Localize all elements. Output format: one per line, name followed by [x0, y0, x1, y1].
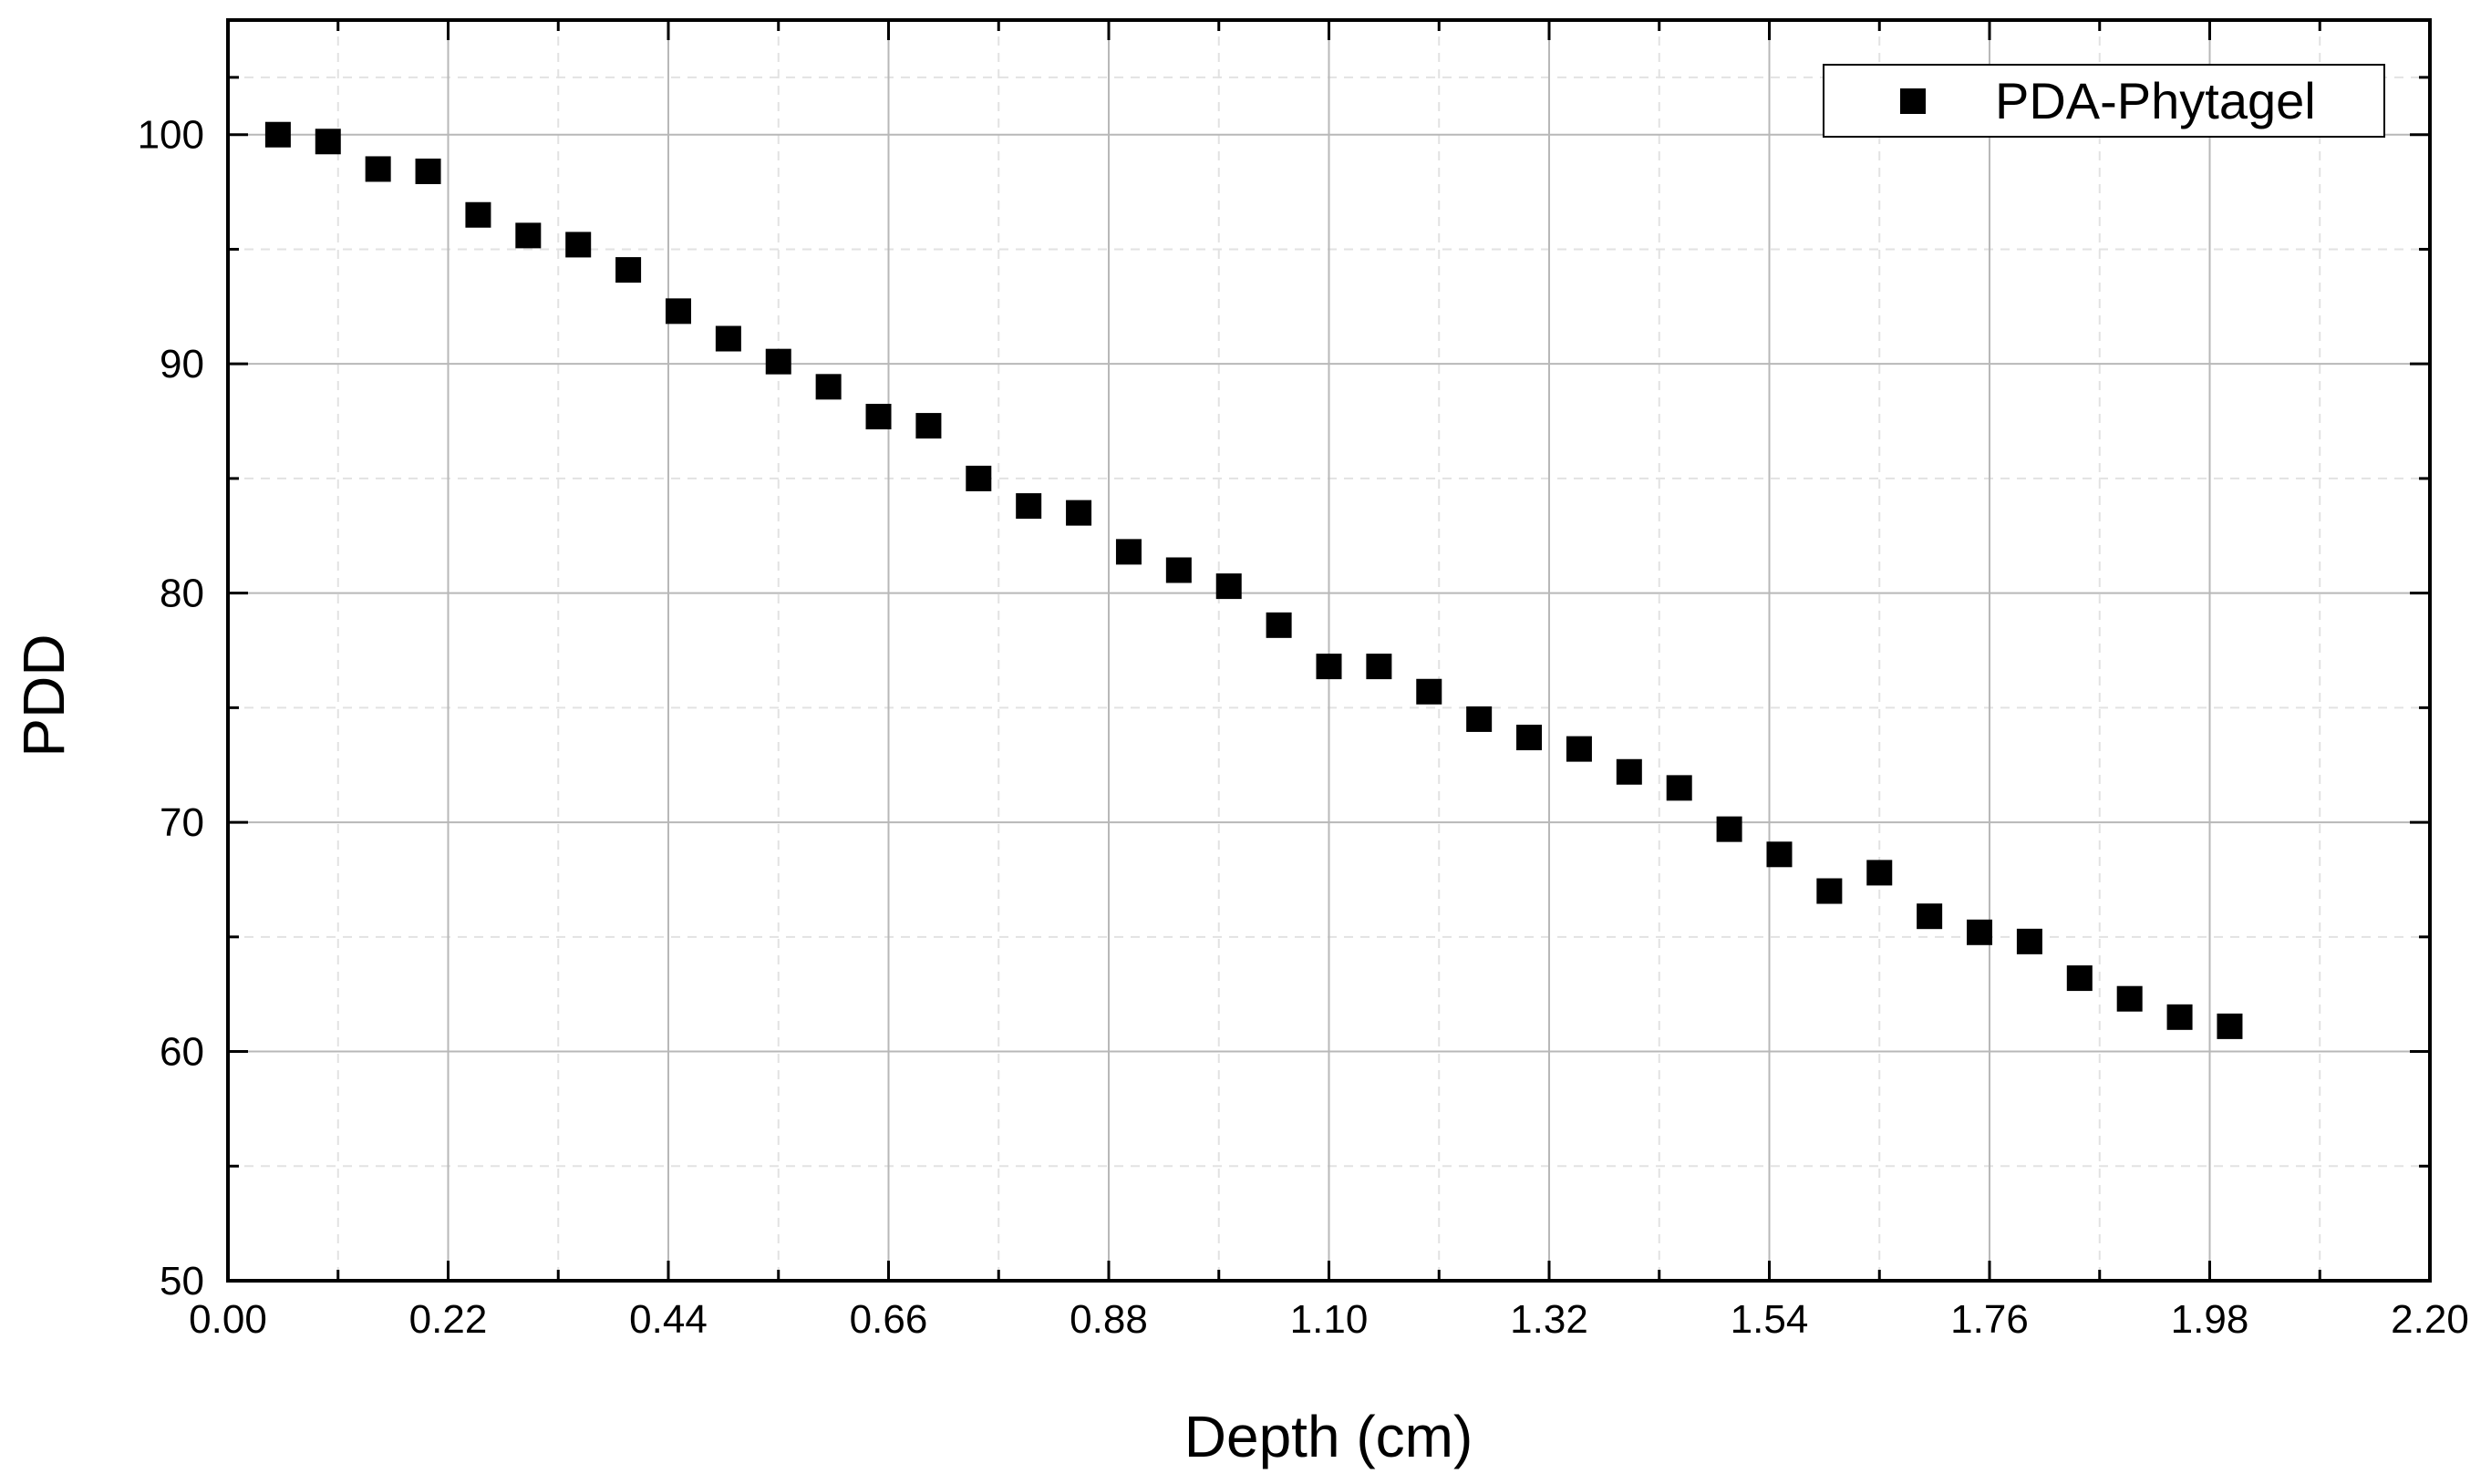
legend-marker — [1900, 88, 1926, 114]
data-point — [1466, 706, 1493, 732]
data-point — [365, 156, 391, 182]
data-point — [1766, 841, 1793, 868]
data-point — [2066, 965, 2093, 992]
x-tick-label: 1.32 — [1510, 1297, 1588, 1342]
data-point — [315, 129, 341, 155]
data-point — [2116, 985, 2143, 1012]
x-tick-label: 1.98 — [2171, 1297, 2249, 1342]
data-point — [1366, 654, 1392, 680]
data-point — [565, 232, 592, 258]
data-point — [1266, 612, 1292, 638]
data-point — [1566, 736, 1592, 762]
data-point — [465, 201, 491, 228]
data-point — [264, 121, 291, 148]
data-point — [765, 348, 791, 375]
data-point — [815, 374, 842, 400]
data-point — [715, 325, 741, 352]
data-point — [1816, 878, 1843, 904]
data-point — [966, 465, 992, 491]
data-point — [2166, 1004, 2193, 1030]
data-point — [615, 257, 642, 283]
y-tick-label: 100 — [138, 113, 204, 158]
data-point — [1416, 678, 1442, 705]
x-tick-label: 2.20 — [2391, 1297, 2469, 1342]
data-point — [1666, 775, 1692, 801]
x-tick-label: 0.44 — [629, 1297, 708, 1342]
y-tick-label: 70 — [160, 800, 204, 845]
data-point — [915, 413, 942, 439]
data-point — [1917, 903, 1943, 930]
x-axis-title: Depth (cm) — [1184, 1404, 1473, 1469]
x-tick-label: 1.76 — [1950, 1297, 2029, 1342]
data-point — [2217, 1013, 2243, 1039]
x-tick-label: 0.00 — [189, 1297, 267, 1342]
data-point — [1866, 860, 1893, 886]
data-point — [665, 298, 691, 325]
data-point — [1165, 557, 1192, 583]
data-point — [1215, 573, 1242, 600]
data-point — [2016, 928, 2042, 954]
y-tick-label: 60 — [160, 1030, 204, 1075]
x-tick-labels: 0.00 0.22 0.44 0.66 0.88 1.10 1.32 1.54 1.76 1.98… — [189, 1297, 2469, 1342]
data-point — [1516, 725, 1543, 751]
data-point — [1115, 539, 1142, 565]
y-tick-label: 50 — [160, 1259, 204, 1304]
data-point — [1316, 654, 1342, 680]
x-tick-label: 0.88 — [1070, 1297, 1148, 1342]
legend: PDA-Phytagel — [1823, 64, 2385, 138]
data-point — [1716, 816, 1742, 842]
data-point — [1967, 919, 1993, 945]
x-tick-label: 1.54 — [1731, 1297, 1809, 1342]
data-point — [1616, 758, 1642, 785]
legend-label: PDA-Phytagel — [1995, 72, 2316, 129]
data-point — [415, 158, 441, 184]
y-tick-label: 80 — [160, 572, 204, 616]
data-point — [515, 222, 542, 249]
x-tick-label: 0.22 — [409, 1297, 488, 1342]
data-point — [865, 404, 892, 430]
y-axis-title: PDD — [11, 634, 77, 757]
x-tick-label: 1.10 — [1290, 1297, 1369, 1342]
axis-ticks — [226, 20, 2432, 1283]
y-tick-labels: 50 60 70 80 90 100 — [138, 113, 204, 1304]
x-tick-label: 0.66 — [850, 1297, 928, 1342]
grid-lines — [227, 20, 2431, 1282]
data-point — [1066, 500, 1092, 526]
y-tick-label: 90 — [160, 342, 204, 386]
data-point — [1016, 493, 1042, 520]
data-points — [264, 121, 2243, 1039]
